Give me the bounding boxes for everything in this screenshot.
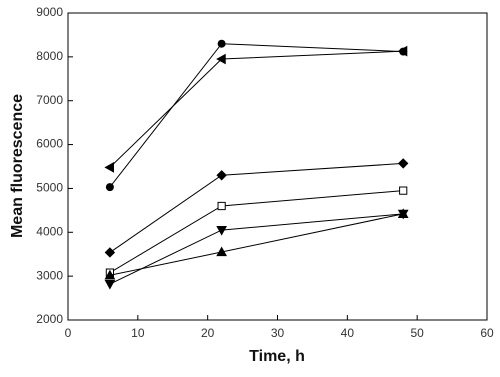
y-tick-label: 3000 xyxy=(36,268,63,282)
point xyxy=(397,45,408,57)
series-line xyxy=(109,50,404,168)
point xyxy=(399,186,408,195)
point xyxy=(216,246,227,257)
series-line xyxy=(109,213,404,276)
x-tick-label: 0 xyxy=(65,326,72,340)
point xyxy=(104,247,116,258)
point xyxy=(217,201,226,211)
series-line xyxy=(109,190,404,274)
y-tick-label: 2000 xyxy=(36,312,63,326)
point xyxy=(104,162,114,173)
x-tick-label: 30 xyxy=(271,326,285,340)
y-tick-label: 4000 xyxy=(36,224,63,238)
y-tick-label: 8000 xyxy=(36,49,63,63)
y-tick-label: 5000 xyxy=(36,181,63,195)
y-tick-label: 9000 xyxy=(36,5,63,19)
point xyxy=(105,183,114,192)
point xyxy=(216,225,227,236)
series-line xyxy=(109,162,404,253)
x-tick-label: 50 xyxy=(410,326,424,340)
point xyxy=(216,170,227,181)
point xyxy=(397,158,409,169)
x-tick-label: 40 xyxy=(341,326,355,340)
point xyxy=(216,53,226,65)
point xyxy=(397,208,409,218)
x-axis-title: Time, h xyxy=(249,348,305,365)
x-tick-label: 60 xyxy=(480,326,494,340)
x-tick-label: 10 xyxy=(131,326,145,340)
y-tick-label: 7000 xyxy=(36,93,63,107)
x-tick-label: 20 xyxy=(201,326,215,340)
y-axis-title: Mean fluorescence xyxy=(9,94,26,238)
series-line xyxy=(109,43,404,188)
series-line xyxy=(109,213,404,285)
point xyxy=(217,39,226,48)
point xyxy=(104,269,116,280)
point xyxy=(104,279,116,290)
y-tick-label: 6000 xyxy=(36,137,63,151)
